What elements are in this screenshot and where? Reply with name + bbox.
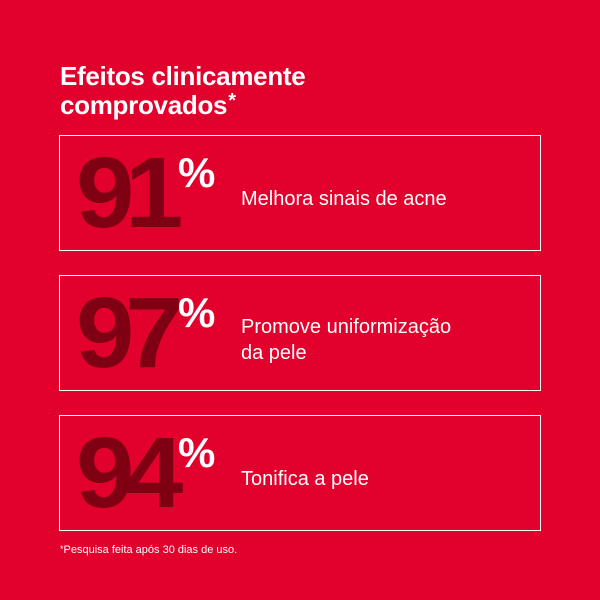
footnote-asterisk: * [60,544,64,554]
stat-card-acne: 91 % Melhora sinais de acne [59,135,541,251]
stat-percent-sign: % [178,149,216,196]
headline-line-2-text: comprovados [60,90,228,120]
stat-description: Promove uniformização da pele [241,314,531,366]
stat-description-line-1: Promove uniformização [241,316,452,338]
stat-description: Melhora sinais de acne [241,186,531,212]
stat-percent-sign: % [178,429,216,476]
stat-value: 94 [76,417,183,529]
headline: Efeitos clinicamente comprovados* [60,62,480,120]
headline-line-2: comprovados* [60,90,480,120]
headline-line-1: Efeitos clinicamente [60,61,306,91]
footnote-text: Pesquisa feita após 30 dias de uso. [63,544,238,556]
stat-percent-sign: % [178,289,216,336]
stat-description-line-1: Tonifica a pele [241,468,369,490]
headline-asterisk: * [228,90,236,112]
footnote: *Pesquisa feita após 30 dias de uso. [60,544,237,556]
stat-description-line-2: da pele [241,342,307,364]
stat-value: 97 [76,277,183,389]
stat-value: 91 [76,137,183,249]
stat-card-tone: 94 % Tonifica a pele [59,415,541,531]
stat-description: Tonifica a pele [241,466,531,492]
stat-description-line-1: Melhora sinais de acne [241,188,447,210]
stat-card-uniformity: 97 % Promove uniformização da pele [59,275,541,391]
